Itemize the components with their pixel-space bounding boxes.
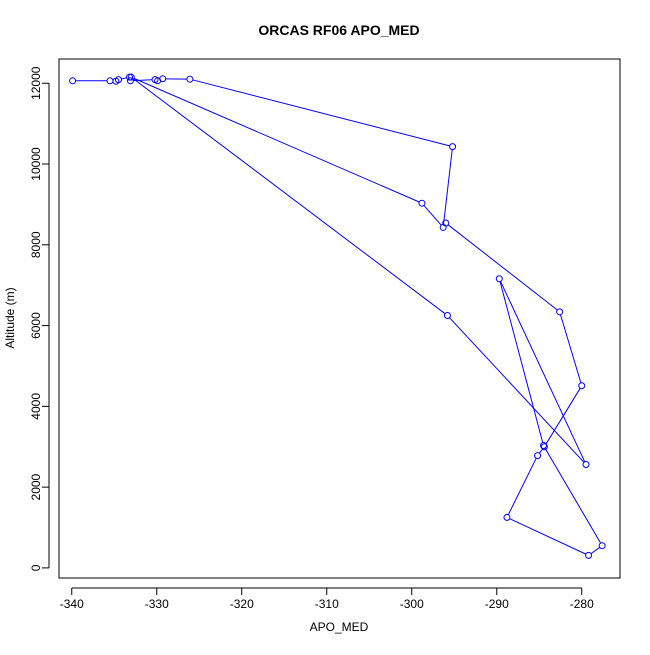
series-segment (508, 458, 536, 514)
x-tick-label: -280 (570, 597, 594, 611)
y-axis: 0 2000 4000 6000 8000 10000 12000 (29, 66, 49, 571)
data-point (586, 552, 592, 558)
data-point (107, 78, 113, 84)
data-point (583, 462, 589, 468)
x-tick-label: -330 (145, 597, 169, 611)
x-tick-label: -320 (230, 597, 254, 611)
x-tick-label: -340 (60, 597, 84, 611)
y-tick-label: 6000 (29, 312, 43, 339)
series-segment (561, 315, 581, 383)
series-segment (500, 282, 543, 443)
x-axis: -340 -330 -320 -310 -300 -290 -280 (60, 588, 594, 611)
y-tick-label: 10000 (29, 147, 43, 181)
series-segment (193, 80, 450, 146)
series-segment (121, 78, 126, 79)
series-segment (501, 281, 585, 461)
y-axis-label: Altitude (m) (3, 287, 17, 348)
data-point (557, 309, 563, 315)
x-axis-label: APO_MED (310, 620, 369, 634)
y-tick-label: 4000 (29, 393, 43, 420)
series-line (76, 78, 601, 554)
series-segment (134, 78, 419, 202)
data-point (419, 200, 425, 206)
data-point (504, 514, 510, 520)
series-segment (546, 388, 580, 444)
data-point (450, 144, 456, 150)
series-segment (444, 150, 453, 225)
series-segment (449, 318, 583, 463)
x-tick-label: -300 (400, 597, 424, 611)
y-tick-label: 2000 (29, 473, 43, 500)
x-tick-label: -290 (485, 597, 509, 611)
data-point (599, 543, 605, 549)
series-segment (545, 448, 601, 543)
data-point (187, 76, 193, 82)
data-point (579, 383, 585, 389)
data-point (160, 76, 166, 82)
data-point (496, 276, 502, 282)
series-segment (134, 79, 445, 314)
data-point (444, 312, 450, 318)
series-segment (539, 449, 542, 453)
data-point (535, 453, 541, 459)
series-points (70, 74, 606, 558)
series-segment (448, 225, 557, 310)
series-segment (591, 547, 600, 553)
y-tick-label: 0 (29, 564, 43, 571)
chart-title: ORCAS RF06 APO_MED (258, 22, 419, 38)
y-tick-label: 8000 (29, 231, 43, 258)
series-segment (424, 205, 441, 225)
y-tick-label: 12000 (29, 66, 43, 100)
x-tick-label: -310 (315, 597, 339, 611)
data-point (70, 78, 76, 84)
plot-frame (59, 59, 620, 578)
series-segment (510, 519, 586, 554)
